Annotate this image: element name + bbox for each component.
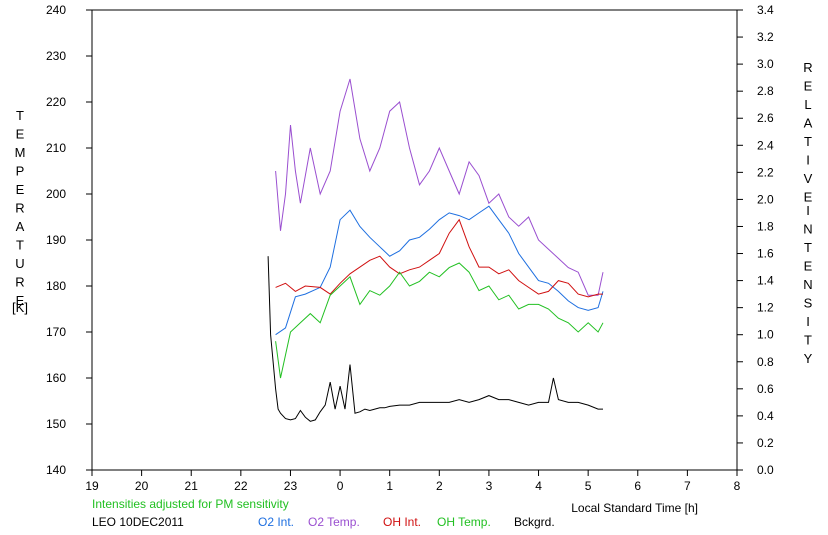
- x-tick-label: 7: [684, 479, 691, 493]
- y-right-tick-label: 2.8: [757, 84, 774, 98]
- y-right-tick-label: 1.2: [757, 301, 774, 315]
- x-tick-label: 5: [585, 479, 592, 493]
- y-right-label-char: L: [804, 97, 811, 112]
- x-tick-label: 4: [535, 479, 542, 493]
- x-tick-label: 1: [386, 479, 393, 493]
- ticks-layer: 19 20 21 22 23 0 1 2 3 4 5 6 7 8140150160170180190200…: [46, 3, 774, 493]
- legend-entry: O2 Int.: [258, 515, 294, 529]
- y-right-label-char: V: [804, 171, 813, 186]
- x-tick-label: 6: [634, 479, 641, 493]
- y-right-label-char: T: [804, 240, 812, 255]
- y-left-tick-label: 230: [46, 49, 66, 63]
- x-tick-label: 0: [337, 479, 344, 493]
- y-right-tick-label: 2.0: [757, 192, 774, 206]
- y-right-tick-label: 0.4: [757, 409, 774, 423]
- x-tick-label: 2: [436, 479, 443, 493]
- y-right-tick-label: 0.0: [757, 463, 774, 477]
- y-left-label-char: A: [16, 219, 25, 234]
- y-left-label-char: U: [15, 256, 24, 271]
- x-tick-label: 22: [234, 479, 248, 493]
- y-right-tick-label: 1.4: [757, 274, 774, 288]
- y-right-tick-label: 0.6: [757, 382, 774, 396]
- y-left-label-char: R: [15, 275, 24, 290]
- y-left-tick-label: 160: [46, 371, 66, 385]
- y-right-tick-label: 1.6: [757, 247, 774, 261]
- y-left-tick-label: 150: [46, 417, 66, 431]
- y-right-label-char: E: [804, 79, 813, 94]
- y-right-tick-label: 1.8: [757, 219, 774, 233]
- y-right-label-char: I: [806, 153, 810, 168]
- y-right-label-char: E: [804, 259, 813, 274]
- series-o2-temp: [275, 78, 604, 296]
- x-tick-label: 20: [135, 479, 149, 493]
- y-right-tick-label: 0.8: [757, 355, 774, 369]
- y-right-tick-label: 2.2: [757, 165, 774, 179]
- y-left-label-char: E: [16, 182, 25, 197]
- y-right-label-char: S: [804, 296, 813, 311]
- x-tick-label: 23: [284, 479, 298, 493]
- y-right-tick-label: 0.2: [757, 436, 774, 450]
- y-right-tick-label: 3.2: [757, 30, 774, 44]
- series-oh-int: [275, 218, 603, 298]
- y-left-tick-label: 140: [46, 463, 66, 477]
- y-right-label-char: T: [804, 333, 812, 348]
- y-left-tick-label: 180: [46, 279, 66, 293]
- y-right-tick-label: 3.4: [757, 3, 774, 17]
- y-right-label-char: I: [806, 314, 810, 329]
- y-right-tick-label: 2.6: [757, 111, 774, 125]
- station-label: LEO 10DEC2011: [92, 515, 184, 529]
- legend-entry: O2 Temp.: [308, 515, 360, 529]
- x-axis-label: Local Standard Time [h]: [571, 501, 698, 515]
- y-right-label-char: Y: [804, 351, 813, 366]
- legend-entry: OH Int.: [383, 515, 421, 529]
- y-left-label-char: R: [15, 201, 24, 216]
- y-left-tick-label: 170: [46, 325, 66, 339]
- y-right-tick-label: 2.4: [757, 138, 774, 152]
- legend-entry: Bckgrd.: [514, 515, 555, 529]
- x-tick-label: 19: [85, 479, 99, 493]
- y-left-label-char: T: [16, 108, 24, 123]
- y-right-label-char: A: [804, 116, 813, 131]
- y-right-label-char: N: [803, 222, 812, 237]
- y-right-label-char: N: [803, 277, 812, 292]
- y-right-label-char: I: [806, 203, 810, 218]
- y-right-label-char: E: [804, 190, 813, 205]
- series-oh-temp: [275, 262, 604, 379]
- y-left-tick-label: 220: [46, 95, 66, 109]
- y-left-tick-label: 210: [46, 141, 66, 155]
- plot-frame: [91, 9, 738, 471]
- y-left-label-char: E: [16, 293, 25, 308]
- y-left-label-char: E: [16, 127, 25, 142]
- y-right-tick-label: 1.0: [757, 328, 774, 342]
- y-right-label-char: T: [804, 134, 812, 149]
- y-left-label-char: P: [16, 164, 25, 179]
- series-bckgrd: [267, 256, 603, 422]
- legend: Intensities adjusted for PM sensitivity L…: [92, 497, 555, 529]
- y-left-tick-label: 200: [46, 187, 66, 201]
- sensitivity-note: Intensities adjusted for PM sensitivity: [92, 497, 289, 511]
- y-left-label-char: M: [15, 145, 26, 160]
- legend-entry: OH Temp.: [437, 515, 491, 529]
- y-left-tick-label: 190: [46, 233, 66, 247]
- x-tick-label: 3: [486, 479, 493, 493]
- series-o2-int: [275, 205, 604, 336]
- series-layer: [267, 78, 604, 422]
- y-left-label-char: T: [16, 238, 24, 253]
- y-left-tick-label: 240: [46, 3, 66, 17]
- plot-area: [91, 9, 738, 471]
- y-left-label-unit: [K]: [12, 300, 28, 315]
- y-right-label-char: R: [803, 60, 812, 75]
- y-right-tick-label: 3.0: [757, 57, 774, 71]
- x-tick-label: 8: [734, 479, 741, 493]
- x-tick-label: 21: [185, 479, 199, 493]
